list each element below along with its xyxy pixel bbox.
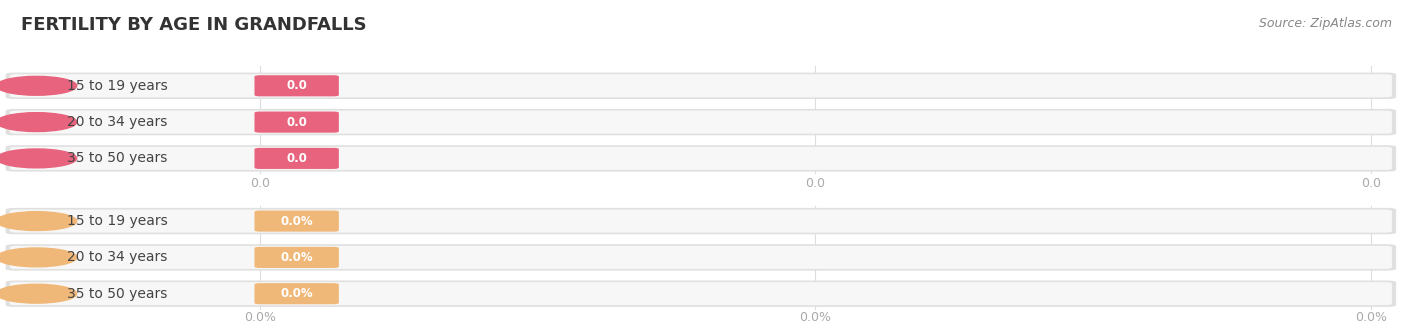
Text: 0.0: 0.0: [287, 115, 307, 129]
FancyBboxPatch shape: [254, 112, 339, 133]
Text: 0.0%: 0.0%: [800, 311, 831, 324]
FancyBboxPatch shape: [6, 208, 1396, 234]
Text: Source: ZipAtlas.com: Source: ZipAtlas.com: [1258, 16, 1392, 29]
FancyBboxPatch shape: [6, 109, 1396, 135]
Text: 0.0%: 0.0%: [280, 287, 314, 300]
FancyBboxPatch shape: [254, 247, 339, 268]
Text: 35 to 50 years: 35 to 50 years: [67, 151, 167, 165]
Text: 0.0%: 0.0%: [1355, 311, 1386, 324]
FancyBboxPatch shape: [6, 73, 1396, 99]
Text: 0.0%: 0.0%: [280, 214, 314, 228]
FancyBboxPatch shape: [10, 282, 1392, 305]
Text: 0.0%: 0.0%: [245, 311, 276, 324]
Text: 35 to 50 years: 35 to 50 years: [67, 287, 167, 301]
Text: 15 to 19 years: 15 to 19 years: [67, 214, 169, 228]
FancyBboxPatch shape: [10, 74, 1392, 97]
Ellipse shape: [0, 113, 77, 132]
Text: 0.0: 0.0: [1361, 177, 1381, 190]
FancyBboxPatch shape: [6, 244, 1396, 271]
Ellipse shape: [0, 149, 77, 168]
FancyBboxPatch shape: [254, 211, 339, 232]
FancyBboxPatch shape: [254, 148, 339, 169]
FancyBboxPatch shape: [10, 111, 1392, 134]
Text: 0.0: 0.0: [287, 79, 307, 92]
FancyBboxPatch shape: [254, 75, 339, 96]
Text: 0.0%: 0.0%: [280, 251, 314, 264]
Text: 15 to 19 years: 15 to 19 years: [67, 79, 169, 93]
Text: 0.0: 0.0: [287, 152, 307, 165]
Ellipse shape: [0, 284, 77, 303]
Text: 20 to 34 years: 20 to 34 years: [67, 115, 167, 129]
Text: 0.0: 0.0: [250, 177, 270, 190]
Ellipse shape: [0, 212, 77, 231]
Ellipse shape: [0, 248, 77, 267]
FancyBboxPatch shape: [10, 246, 1392, 269]
Ellipse shape: [0, 76, 77, 95]
Text: 20 to 34 years: 20 to 34 years: [67, 250, 167, 264]
Text: 0.0: 0.0: [806, 177, 825, 190]
Text: FERTILITY BY AGE IN GRANDFALLS: FERTILITY BY AGE IN GRANDFALLS: [21, 16, 367, 35]
FancyBboxPatch shape: [254, 283, 339, 304]
FancyBboxPatch shape: [10, 147, 1392, 170]
FancyBboxPatch shape: [10, 210, 1392, 233]
FancyBboxPatch shape: [6, 145, 1396, 172]
FancyBboxPatch shape: [6, 280, 1396, 307]
